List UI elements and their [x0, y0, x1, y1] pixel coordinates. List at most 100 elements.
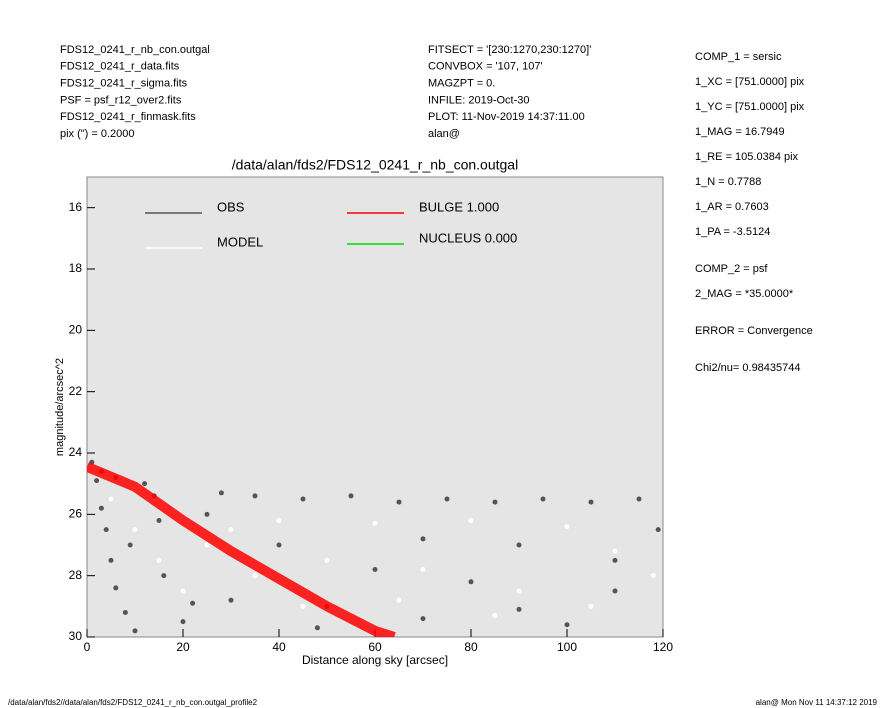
y-tick-label: 16	[69, 200, 83, 214]
data-point	[612, 588, 618, 594]
fit-parameter: 1_YC = [751.0000] pix	[695, 101, 805, 113]
data-point	[492, 499, 498, 505]
data-point	[420, 567, 426, 573]
header-text: pix (") = 0.2000	[60, 128, 135, 140]
data-point	[161, 573, 167, 579]
data-point	[588, 603, 594, 609]
x-axis-label: Distance along sky [arcsec]	[302, 653, 448, 667]
data-point	[142, 481, 148, 487]
data-point	[492, 613, 498, 619]
x-tick-label: 80	[464, 640, 478, 654]
header-text: FITSECT = '[230:1270,230:1270]'	[428, 44, 591, 56]
x-tick-label: 40	[272, 640, 286, 654]
data-point	[612, 548, 618, 554]
data-point	[372, 567, 378, 573]
data-point	[588, 499, 594, 505]
footer-text: alan@ Mon Nov 11 14:37:12 2019	[756, 698, 878, 707]
data-point	[108, 496, 114, 502]
data-point	[300, 496, 306, 502]
header-text: FDS12_0241_r_sigma.fits	[60, 78, 188, 90]
data-point	[468, 517, 474, 523]
y-tick-label: 28	[69, 568, 83, 582]
data-point	[252, 493, 258, 499]
y-tick-label: 26	[69, 507, 83, 521]
data-point	[564, 524, 570, 530]
fit-parameter: COMP_2 = psf	[695, 263, 768, 275]
header-text: PLOT: 11-Nov-2019 14:37:11.00	[428, 111, 585, 123]
fit-parameter: ERROR = Convergence	[695, 325, 813, 337]
legend-label: BULGE 1.000	[419, 199, 499, 214]
fit-parameter: COMP_1 = sersic	[695, 51, 782, 63]
x-tick-label: 60	[368, 640, 382, 654]
header-text: PSF = psf_r12_over2.fits	[60, 94, 182, 106]
data-point	[180, 619, 186, 625]
x-tick-label: 20	[176, 640, 190, 654]
x-tick-label: 0	[84, 640, 91, 654]
x-tick-label: 100	[557, 640, 577, 654]
data-point	[108, 557, 114, 563]
data-point	[228, 527, 234, 533]
legend-label: NUCLEUS 0.000	[419, 230, 517, 245]
header-text: FDS12_0241_r_data.fits	[60, 61, 180, 73]
data-point	[122, 609, 128, 615]
data-point	[204, 511, 210, 517]
data-point	[276, 542, 282, 548]
data-point	[468, 579, 474, 585]
fit-parameter: 1_XC = [751.0000] pix	[695, 76, 805, 88]
data-point	[324, 557, 330, 563]
header-text: INFILE: 2019-Oct-30	[428, 94, 530, 106]
data-point	[218, 490, 224, 496]
data-point	[156, 557, 162, 563]
y-tick-label: 18	[69, 261, 83, 275]
header-text: alan@	[428, 128, 460, 140]
data-point	[132, 628, 138, 634]
data-point	[98, 505, 104, 511]
data-point	[636, 496, 642, 502]
data-point	[655, 527, 661, 533]
x-tick-label: 120	[653, 640, 673, 654]
data-point	[252, 573, 258, 579]
data-point	[540, 496, 546, 502]
data-point	[420, 616, 426, 622]
data-point	[156, 517, 162, 523]
data-point	[300, 603, 306, 609]
y-axis-label: magnitude/arcsec^2	[54, 358, 66, 456]
data-point	[650, 573, 656, 579]
data-point	[420, 536, 426, 542]
data-point	[348, 493, 354, 499]
legend-label: OBS	[217, 199, 245, 214]
data-point	[276, 517, 282, 523]
fit-parameter: 1_AR = 0.7603	[695, 201, 769, 213]
data-point	[113, 585, 119, 591]
data-point	[516, 606, 522, 612]
data-point	[444, 496, 450, 502]
fit-parameter: 2_MAG = *35.0000*	[695, 288, 794, 300]
header-text: MAGZPT = 0.	[428, 78, 495, 90]
fit-parameter: 1_MAG = 16.7949	[695, 126, 785, 138]
footer-text: /data/alan/fds2//data/alan/fds2/FDS12_02…	[8, 698, 258, 707]
y-tick-label: 30	[69, 629, 83, 643]
data-point	[132, 527, 138, 533]
data-point	[612, 557, 618, 563]
data-point	[314, 625, 320, 631]
data-point	[396, 499, 402, 505]
data-point	[372, 521, 378, 527]
data-point	[204, 542, 210, 548]
data-point	[396, 597, 402, 603]
data-point	[127, 542, 133, 548]
fit-parameter: 1_PA = -3.5124	[695, 226, 770, 238]
model-line	[87, 462, 396, 637]
fit-parameter: Chi2/nu= 0.98435744	[695, 362, 801, 374]
data-point	[516, 588, 522, 594]
data-point	[180, 588, 186, 594]
data-point	[190, 600, 196, 606]
header-text: CONVBOX = '107, 107'	[428, 61, 543, 73]
y-tick-label: 24	[69, 445, 83, 459]
fit-parameter: 1_RE = 105.0384 pix	[695, 151, 799, 163]
y-tick-label: 22	[69, 384, 83, 398]
header-text: FDS12_0241_r_finmask.fits	[60, 111, 196, 123]
data-point	[228, 597, 234, 603]
data-point	[564, 622, 570, 628]
y-tick-label: 20	[69, 323, 83, 337]
